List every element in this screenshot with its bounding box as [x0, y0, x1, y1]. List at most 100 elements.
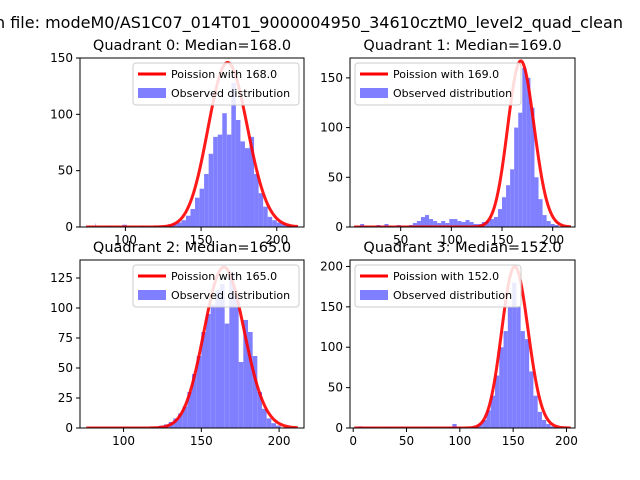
- histogram-bar: [210, 304, 216, 428]
- legend-hist-swatch: [360, 290, 388, 300]
- quadrant-0-title: Quadrant 0: Median=168.0: [93, 38, 291, 54]
- y-tick-label: 100: [320, 121, 343, 135]
- x-tick-label: 150: [190, 233, 213, 247]
- quadrant-2-title: Quadrant 2: Median=165.0: [93, 240, 291, 256]
- legend: Poission with 165.0 Observed distribution: [132, 264, 300, 308]
- x-tick-label: 200: [268, 434, 291, 448]
- histogram-bar: [495, 375, 500, 428]
- legend-box: [132, 264, 300, 308]
- histogram-bar: [529, 371, 534, 428]
- histogram-bar: [244, 148, 250, 227]
- y-tick-label: 0: [335, 220, 343, 234]
- histogram-bar: [433, 221, 438, 227]
- histogram-bar: [412, 223, 417, 227]
- histogram-bar: [266, 418, 272, 428]
- x-tick-label: 200: [265, 233, 288, 247]
- y-tick-label: 100: [320, 340, 343, 354]
- histogram-bar: [538, 199, 543, 227]
- histogram-bar: [226, 134, 232, 227]
- y-tick-label: 50: [58, 164, 73, 178]
- legend-box: [132, 62, 300, 106]
- y-tick-label: 25: [58, 391, 73, 405]
- histogram-bar: [537, 411, 542, 428]
- histogram-bar: [240, 141, 245, 227]
- histogram-bar: [457, 221, 462, 227]
- quadrant-3-panel: 0 50 100 150 200 0 50 100 150 200 Poission with 15…: [320, 240, 578, 448]
- x-tick-label: 50: [399, 434, 414, 448]
- histogram-bar: [220, 284, 225, 428]
- y-tick-label: 125: [50, 271, 73, 285]
- histogram-bar: [512, 282, 517, 428]
- histogram-bar: [452, 423, 457, 428]
- histogram-bar: [257, 392, 262, 428]
- x-tick-label: 200: [555, 434, 578, 448]
- histogram-bar: [497, 209, 503, 227]
- histogram-bar: [449, 219, 454, 227]
- figure-suptitle: n file: modeM0/AS1C07_014T01_9000004950_…: [0, 13, 623, 33]
- histogram-bar: [176, 222, 182, 227]
- legend-hist-swatch: [138, 88, 166, 98]
- histogram-bar: [206, 314, 211, 428]
- histogram-bar: [243, 320, 248, 428]
- histogram-bar: [204, 174, 209, 227]
- histogram-bar: [201, 332, 206, 428]
- quadrant-2-panel: 0 25 50 75 100 125 100 150 200 Poission with 165.…: [50, 240, 305, 448]
- histogram-bar: [234, 296, 239, 428]
- axes-frame: [79, 259, 305, 429]
- quadrant-0-panel: 0 50 100 150 100 150 200 Poission with 168.0 Obs…: [50, 38, 305, 247]
- y-tick-label: 0: [65, 421, 73, 435]
- y-tick-label: 0: [65, 220, 73, 234]
- histogram-bar: [441, 221, 446, 227]
- histogram-bar: [445, 223, 450, 227]
- histogram-bar: [485, 221, 490, 227]
- histogram-bar: [229, 274, 234, 428]
- y-tick-label: 50: [328, 381, 343, 395]
- histogram-bar: [222, 113, 227, 227]
- poisson-curve: [353, 59, 572, 227]
- histogram-bar: [182, 406, 188, 428]
- legend-box: [354, 62, 522, 106]
- histogram-bar: [281, 223, 286, 227]
- histogram-bar: [429, 219, 434, 227]
- histogram-bar: [469, 222, 474, 227]
- x-tick-label: 100: [112, 434, 135, 448]
- histogram-bars: [358, 282, 555, 428]
- histogram-bar: [238, 362, 244, 428]
- histogram-bar: [173, 418, 178, 428]
- histogram-bar: [534, 177, 539, 227]
- histogram-bar: [489, 219, 494, 227]
- histogram-bar: [514, 127, 519, 227]
- histogram-bar: [276, 425, 281, 428]
- axes-frame: [349, 259, 576, 429]
- y-tick-label: 150: [50, 51, 73, 65]
- histogram-bar: [235, 119, 241, 227]
- histogram-bar: [425, 215, 430, 227]
- histogram-bar: [490, 395, 496, 428]
- histogram-bar: [416, 221, 421, 227]
- histogram-bar: [199, 188, 205, 227]
- histogram-bar: [516, 306, 521, 428]
- histogram-bar: [465, 220, 470, 227]
- y-tick-label: 100: [50, 301, 73, 315]
- legend-hist-label: Observed distribution: [393, 87, 512, 100]
- axes-frame: [349, 57, 576, 228]
- histogram-bar: [437, 223, 442, 227]
- histogram-bar: [503, 331, 508, 428]
- y-tick-label: 200: [320, 259, 343, 273]
- histogram-bar: [486, 410, 491, 428]
- histogram-bar: [518, 112, 523, 227]
- histogram-bar: [248, 332, 253, 428]
- histogram-bar: [217, 134, 223, 227]
- histogram-bars: [150, 274, 281, 428]
- histogram-bar: [276, 222, 282, 227]
- histogram-bar: [231, 82, 236, 227]
- histogram-bar: [546, 221, 551, 227]
- histogram-bar: [208, 153, 214, 227]
- histogram-bar: [215, 290, 220, 428]
- histogram-bar: [224, 323, 230, 428]
- y-tick-label: 50: [328, 170, 343, 184]
- legend-poisson-label: Poission with 165.0: [171, 270, 277, 283]
- histogram-bar: [185, 215, 191, 227]
- histogram-bar: [541, 419, 547, 428]
